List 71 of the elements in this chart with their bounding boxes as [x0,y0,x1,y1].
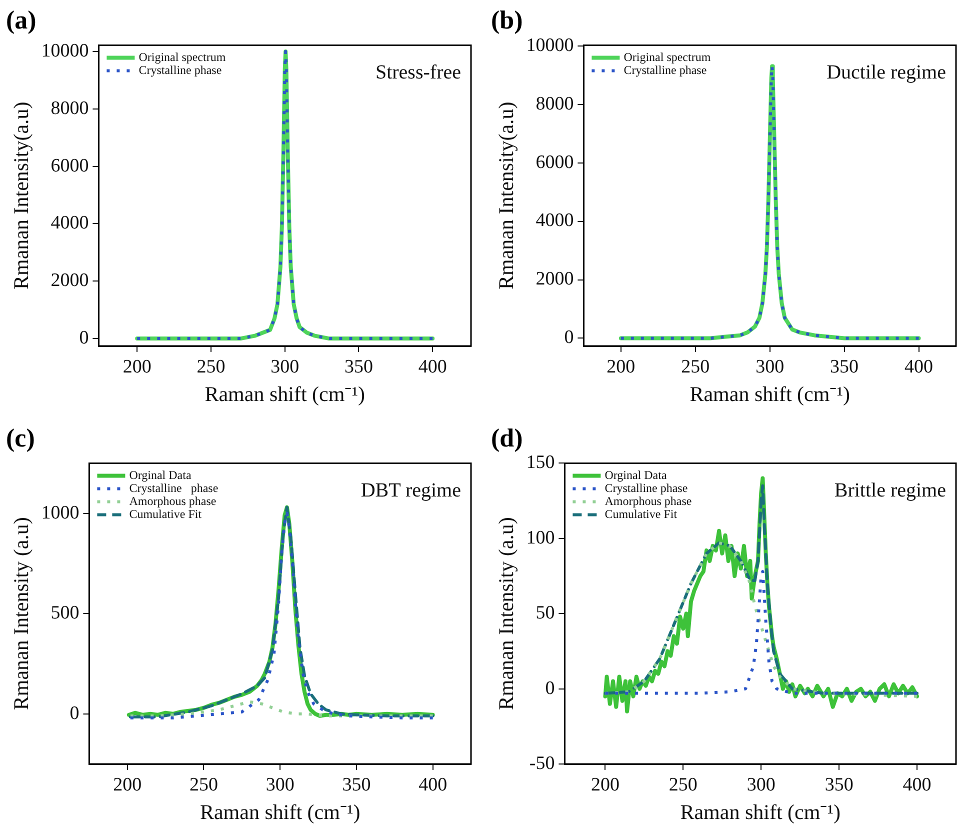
y-tick-label: 4000 [50,212,89,234]
x-tick-label: 200 [590,774,620,796]
y-axis-title: Rmanan Intensity(a.u) [9,102,34,290]
y-tick-label: 4000 [536,210,574,232]
x-tick-label: 350 [824,774,854,796]
y-tick-label: 2000 [536,268,574,290]
y-axis-title: Rmanan Intensity (a.u) [494,517,518,710]
y-tick-label: 50 [536,602,555,624]
x-tick-label: 200 [122,356,152,378]
legend-label: Amorphous phase [129,494,216,508]
y-tick-label: 0 [545,678,555,699]
y-tick-label: 0 [564,327,574,348]
y-tick-label: 0 [79,328,89,349]
x-tick-label: 400 [418,774,448,796]
x-tick-label: 250 [668,774,698,796]
x-axis-title: Raman shift (cm⁻¹) [200,800,360,824]
annotation: Stress-free [375,61,462,84]
legend-label: Orginal Data [604,468,668,482]
annotation: Brittle regime [834,479,946,502]
x-axis-title: Raman shift (cm⁻¹) [680,800,840,824]
x-tick-label: 300 [756,356,784,378]
legend-label: Original spectrum [138,50,226,64]
y-tick-label: 6000 [536,152,574,173]
chart-title: (a) [6,5,36,34]
chart-title: (b) [491,5,523,34]
legend-label: Orginal Data [129,468,192,482]
y-tick-label: 0 [70,702,80,724]
x-tick-label: 400 [418,356,447,378]
legend-label: Crystalline phase [604,480,688,495]
line-series [604,570,919,695]
legend-label: Crystalline phase [138,62,222,77]
y-tick-label: 2000 [50,270,89,292]
legend-label: Crystalline phase [129,480,218,495]
x-tick-label: 300 [270,356,300,378]
x-tick-label: 350 [342,774,371,796]
y-tick-label: 6000 [50,155,89,176]
x-tick-label: 350 [344,356,373,378]
x-tick-label: 250 [189,774,218,796]
y-tick-label: 100 [526,527,555,548]
y-tick-label: -50 [529,752,555,774]
y-tick-label: 10000 [41,40,89,62]
x-axis-title: Raman shift (cm⁻¹) [204,382,365,406]
y-tick-label: 150 [526,452,555,474]
chart-title: (c) [6,423,35,452]
legend-label: Cumulative Fit [129,506,202,521]
y-tick-label: 8000 [536,93,574,114]
x-tick-label: 350 [830,356,859,378]
y-axis-title: Rmanan Intensity(a.u) [494,102,518,290]
legend-label: Cumulative Fit [604,506,678,521]
line-series [604,541,919,698]
y-tick-label: 1000 [41,502,80,524]
x-axis-title: Raman shift (cm⁻¹) [690,382,850,406]
x-tick-label: 400 [904,356,934,378]
legend-label: Amorphous phase [604,494,692,508]
x-tick-label: 250 [681,356,710,378]
line-series [128,700,434,718]
x-tick-label: 400 [902,774,932,796]
x-tick-label: 300 [746,774,776,796]
x-tick-label: 250 [196,356,226,378]
legend-label: Crystalline phase [624,62,707,77]
x-tick-label: 300 [266,774,294,796]
y-tick-label: 8000 [50,98,89,119]
y-tick-label: 500 [50,602,80,624]
y-axis-title: Rmanan Intensity (a.u) [9,517,34,710]
annotation: DBT regime [360,479,462,502]
y-tick-label: 10000 [526,34,574,56]
x-tick-label: 200 [113,774,142,796]
annotation: Ductile regime [826,61,946,84]
legend-label: Original spectrum [624,50,712,64]
chart-title: (d) [491,423,523,452]
x-tick-label: 200 [606,356,636,378]
